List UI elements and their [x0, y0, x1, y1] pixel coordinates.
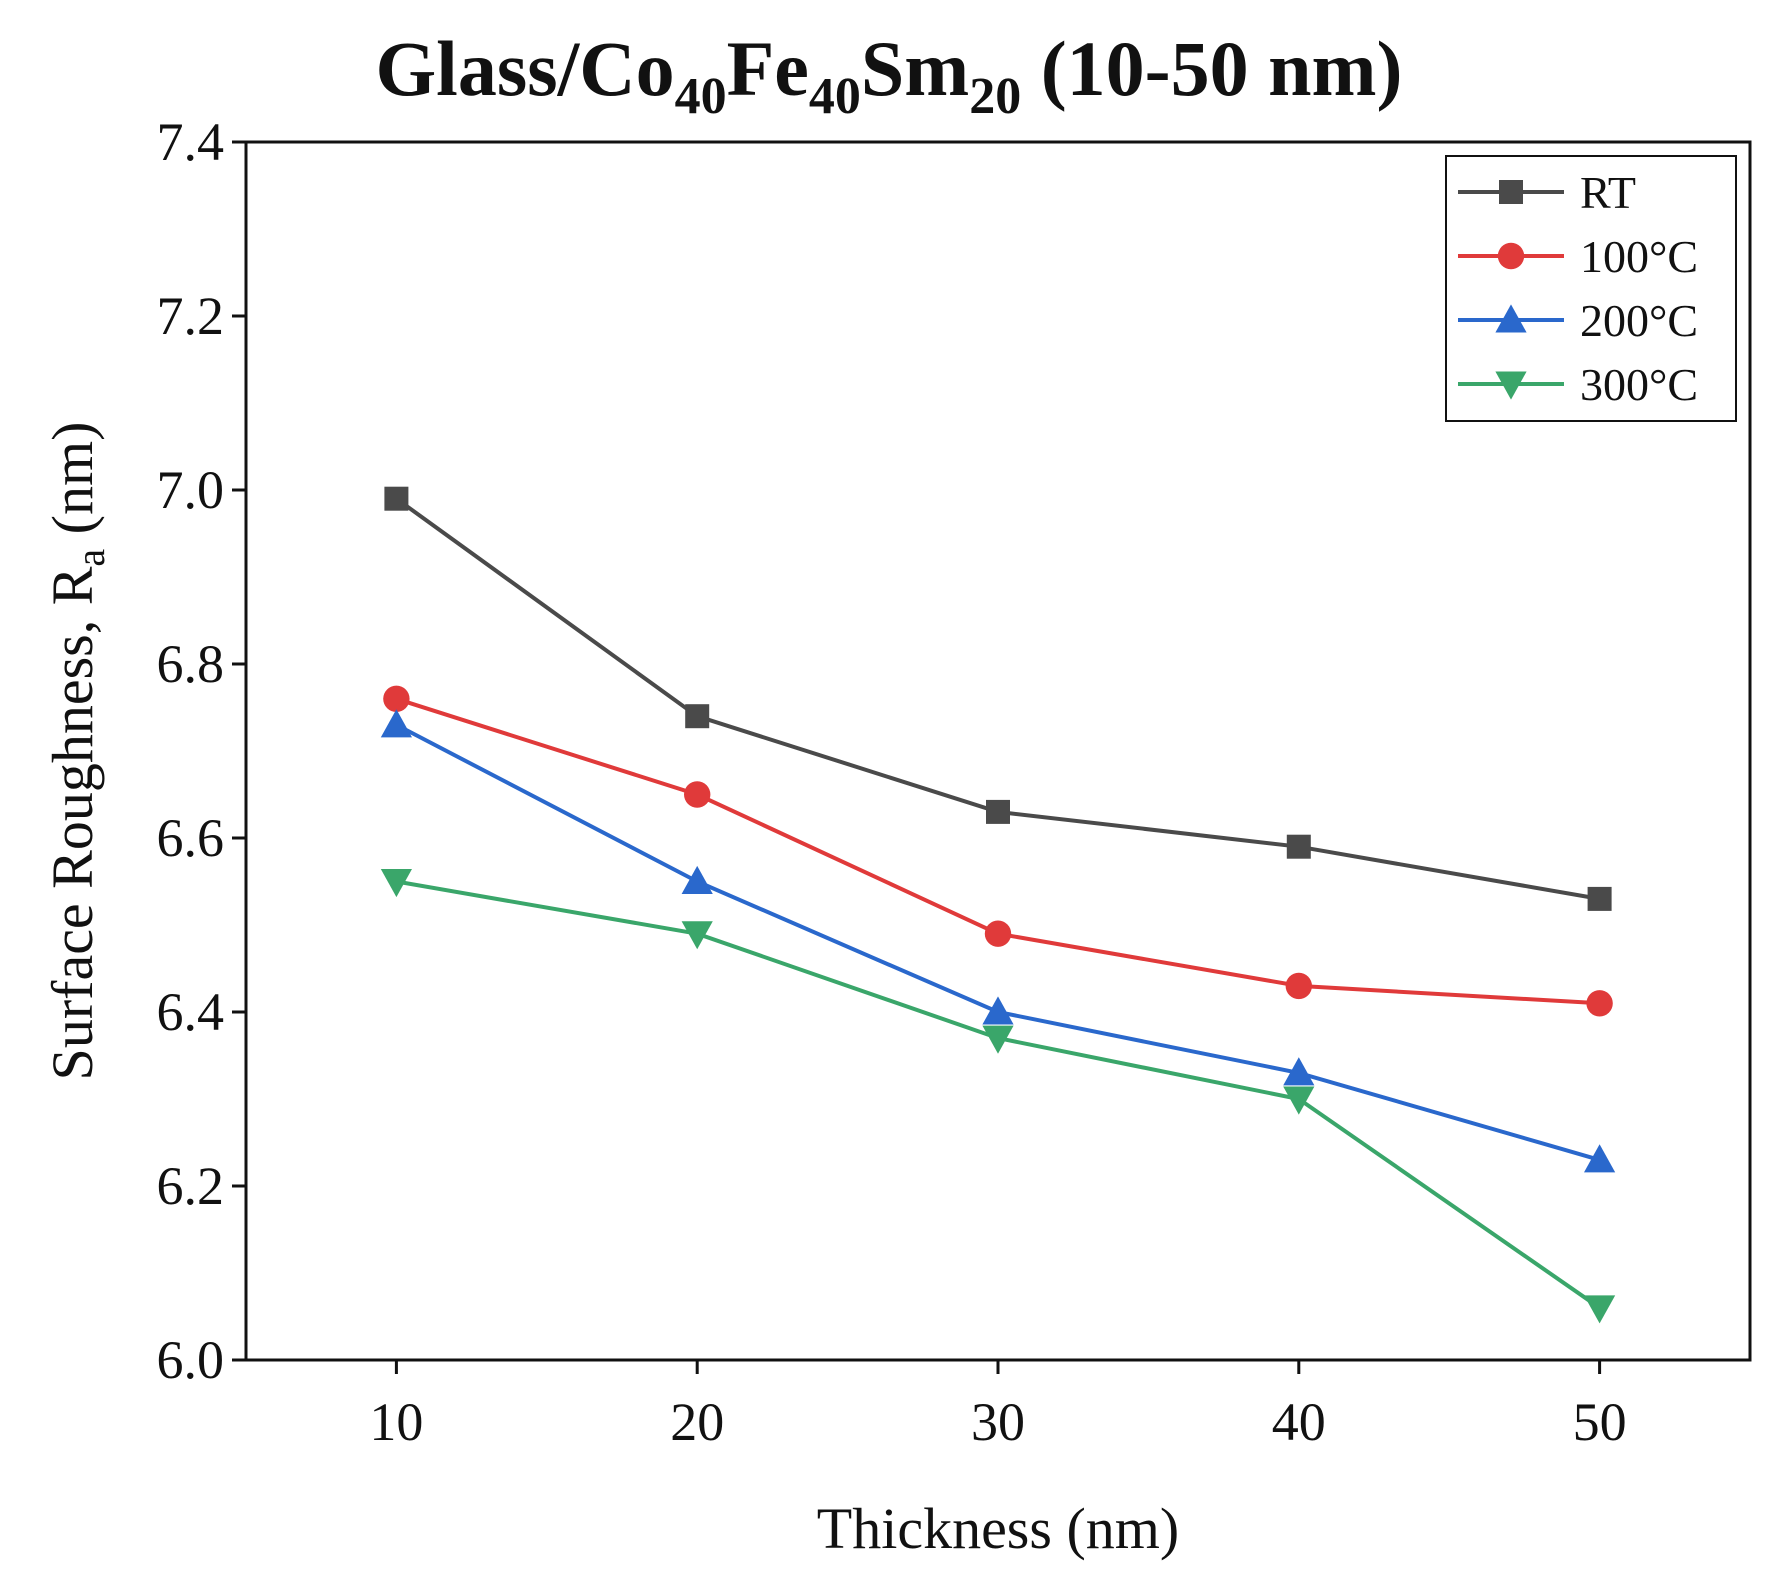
series-200°C	[380, 709, 1616, 1173]
data-point	[380, 869, 412, 898]
legend-item: RT	[1458, 167, 1636, 218]
data-point	[1283, 1086, 1315, 1115]
legend-label: 100°C	[1580, 231, 1698, 282]
x-tick-label: 50	[1573, 1392, 1627, 1452]
data-point	[1587, 886, 1612, 911]
series-300°C	[380, 869, 1616, 1324]
x-tick-label: 30	[971, 1392, 1025, 1452]
legend-box	[1445, 155, 1737, 422]
legend: RT 100°C 200°C 300°C	[1445, 155, 1737, 422]
data-point	[986, 799, 1010, 824]
data-point	[1283, 1057, 1315, 1086]
y-tick-label: 6.4	[157, 982, 225, 1042]
x-tick-label: 10	[369, 1392, 423, 1452]
legend-marker	[1497, 242, 1525, 270]
data-point	[685, 704, 710, 729]
y-tick-label: 6.2	[157, 1156, 225, 1216]
y-tick-label: 7.2	[157, 286, 225, 346]
y-axis: 6.0 6.2 6.4 6.6 6.8 7.0 7.2 7.4	[157, 112, 246, 1390]
data-point	[1285, 972, 1313, 1000]
legend-item: 300°C	[1458, 359, 1698, 410]
legend-marker	[1495, 371, 1527, 400]
data-point	[383, 685, 410, 712]
x-tick-label: 40	[1272, 1392, 1326, 1452]
y-tick-label: 6.8	[157, 634, 225, 694]
legend-item: 100°C	[1458, 231, 1698, 282]
data-point	[380, 709, 412, 738]
legend-label: 300°C	[1580, 359, 1698, 410]
series-line	[395, 497, 1600, 901]
y-tick-label: 7.4	[157, 112, 225, 172]
legend-label: RT	[1580, 167, 1636, 218]
data-point	[982, 1025, 1014, 1054]
data-point	[1586, 990, 1613, 1017]
data-point	[984, 920, 1012, 947]
y-tick-label: 7.0	[157, 460, 225, 520]
data-point	[982, 996, 1014, 1025]
series-100°C	[383, 685, 1613, 1017]
data-point	[684, 781, 711, 808]
data-point	[1584, 1295, 1616, 1324]
data-point	[384, 486, 409, 511]
legend-label: 200°C	[1580, 295, 1698, 346]
x-tick-label: 20	[670, 1392, 724, 1452]
x-axis: 10 20 30 40 50	[369, 1360, 1627, 1452]
y-axis-label: Surface Roughness, Ra (nm)	[40, 422, 113, 1081]
data-point	[1286, 834, 1311, 859]
data-point	[681, 865, 713, 894]
series-RT	[384, 486, 1612, 911]
legend-marker	[1495, 304, 1527, 333]
y-tick-label: 6.0	[157, 1330, 225, 1390]
legend-marker	[1499, 180, 1523, 204]
y-tick-label: 6.6	[157, 808, 225, 868]
data-point	[1584, 1144, 1616, 1173]
x-axis-label: Thickness (nm)	[817, 1496, 1179, 1561]
legend-item: 200°C	[1458, 295, 1698, 346]
chart-title: Glass/Co40Fe40Sm20 (10-50 nm)	[376, 25, 1403, 125]
series-layer	[380, 486, 1616, 1324]
series-line	[395, 696, 1600, 1006]
data-point	[681, 921, 713, 950]
